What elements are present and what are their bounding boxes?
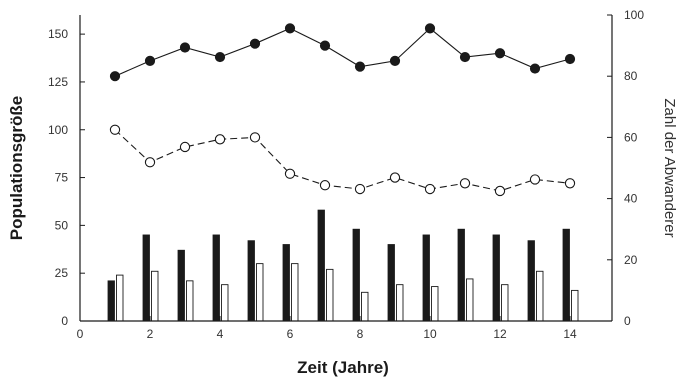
bar-white xyxy=(571,289,579,322)
point-open xyxy=(389,172,401,183)
y-right-tick-label: 80 xyxy=(624,69,638,83)
point-open xyxy=(179,141,191,153)
point-open xyxy=(494,185,506,197)
bar-white xyxy=(221,284,229,322)
lines-layer xyxy=(114,27,571,192)
bar-black xyxy=(422,234,430,322)
bar-black xyxy=(282,244,290,322)
point-open xyxy=(529,174,541,185)
bar-black xyxy=(317,209,325,322)
bar-white xyxy=(501,284,509,322)
point-filled xyxy=(144,55,156,67)
point-open xyxy=(564,178,576,189)
bar-black xyxy=(562,228,570,322)
bar-black xyxy=(387,244,395,322)
bar-black xyxy=(247,240,255,322)
point-filled xyxy=(424,23,436,34)
axes-layer xyxy=(79,15,613,322)
point-open xyxy=(144,157,156,168)
y-left-tick-label: 75 xyxy=(55,171,69,185)
x-tick-label: 8 xyxy=(357,327,364,341)
point-open xyxy=(284,168,296,179)
y-left-tick-label: 50 xyxy=(55,218,69,232)
bar-black xyxy=(352,228,360,322)
point-open xyxy=(109,124,121,135)
point-filled xyxy=(389,55,401,67)
x-tick-label: 14 xyxy=(563,327,577,341)
y-right-tick-label: 0 xyxy=(624,314,631,328)
series-line-open xyxy=(114,129,571,192)
point-filled xyxy=(319,40,331,51)
bar-black xyxy=(527,240,535,322)
point-filled xyxy=(179,42,191,53)
y-right-tick-label: 60 xyxy=(624,130,638,144)
series-line-filled xyxy=(114,27,571,77)
bar-white xyxy=(396,284,404,322)
y-left-tick-label: 0 xyxy=(61,314,68,328)
bar-white xyxy=(256,263,264,322)
bar-white xyxy=(326,268,334,322)
point-filled xyxy=(284,23,296,34)
y-left-tick-label: 150 xyxy=(48,27,68,41)
y-right-tick-label: 40 xyxy=(624,192,638,206)
bar-white xyxy=(431,286,439,322)
point-open xyxy=(249,132,261,143)
bars-layer xyxy=(107,209,579,322)
bar-white xyxy=(361,291,369,322)
ticks-layer: 0 2 4 6 8 10 12 14 0 25 50 75 100 125 150 0 20 40 60 80 100 xyxy=(48,8,644,341)
point-open xyxy=(214,134,226,145)
x-tick-label: 0 xyxy=(77,327,84,341)
point-filled xyxy=(564,53,576,65)
point-filled xyxy=(249,38,261,49)
y-left-tick-label: 25 xyxy=(55,266,69,280)
bar-black xyxy=(457,228,465,322)
bar-black xyxy=(212,234,220,322)
x-axis-title: Zeit (Jahre) xyxy=(297,358,389,377)
point-filled xyxy=(109,71,121,82)
y-right-tick-label: 100 xyxy=(624,8,644,22)
point-filled xyxy=(459,51,471,63)
bar-white xyxy=(151,270,159,322)
point-filled xyxy=(354,61,366,72)
bar-white xyxy=(466,278,474,322)
x-tick-label: 6 xyxy=(287,327,294,341)
bar-black xyxy=(107,280,115,322)
x-tick-label: 2 xyxy=(147,327,154,341)
bar-black xyxy=(177,249,185,322)
point-filled xyxy=(529,63,541,74)
bar-white xyxy=(116,274,124,322)
point-open xyxy=(424,183,436,195)
bar-black xyxy=(492,234,500,322)
point-open xyxy=(319,180,331,191)
y-axis-left-title: Populationsgröße xyxy=(7,96,26,241)
y-right-tick-label: 20 xyxy=(624,253,638,267)
y-axis-right-title: Zahl der Abwanderer xyxy=(661,98,678,237)
bar-white xyxy=(291,263,299,322)
bar-white xyxy=(186,280,194,322)
bar-black xyxy=(142,234,150,322)
y-left-tick-label: 100 xyxy=(48,123,68,137)
x-tick-label: 12 xyxy=(493,327,507,341)
y-left-tick-label: 125 xyxy=(48,75,68,89)
x-tick-label: 10 xyxy=(423,327,437,341)
x-tick-label: 4 xyxy=(217,327,224,341)
point-filled xyxy=(214,51,226,63)
point-filled xyxy=(494,48,506,59)
point-open xyxy=(459,178,471,189)
point-open xyxy=(354,183,366,195)
bar-white xyxy=(536,270,544,322)
points-layer xyxy=(109,23,576,197)
